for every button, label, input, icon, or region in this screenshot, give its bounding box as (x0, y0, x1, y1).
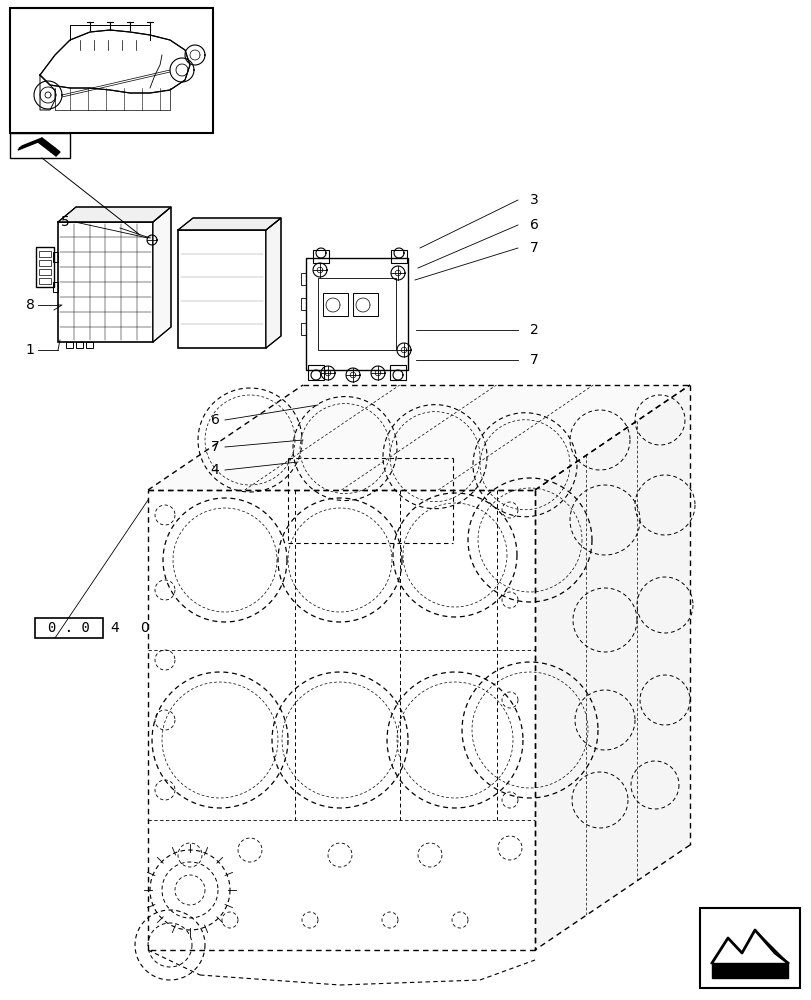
Text: 7: 7 (530, 241, 538, 255)
Text: 5: 5 (61, 215, 69, 229)
Bar (39, 251, 51, 257)
Bar (66, 342, 73, 348)
Bar (323, 293, 348, 316)
Text: 3: 3 (530, 193, 538, 207)
Text: 4: 4 (110, 621, 119, 635)
Bar (76, 342, 83, 348)
Bar (53, 252, 58, 262)
Bar (53, 282, 58, 292)
Bar (353, 293, 378, 316)
Polygon shape (148, 385, 689, 490)
Bar (39, 278, 51, 284)
Bar (301, 323, 306, 335)
Bar (39, 269, 51, 275)
Bar (312, 250, 328, 263)
Bar (86, 342, 93, 348)
Text: 0 . 0: 0 . 0 (48, 621, 90, 635)
Text: 0: 0 (140, 621, 149, 635)
Polygon shape (711, 963, 787, 978)
Bar (10, 8, 212, 133)
Bar (318, 278, 396, 350)
Bar (301, 298, 306, 310)
Bar (10, 133, 70, 158)
Polygon shape (58, 207, 171, 222)
Bar (391, 250, 406, 263)
Text: 6: 6 (530, 218, 539, 232)
Polygon shape (51, 148, 60, 156)
Bar (58, 222, 152, 342)
Text: 2: 2 (530, 323, 538, 337)
Text: 8: 8 (25, 298, 34, 312)
Polygon shape (148, 490, 534, 950)
Polygon shape (178, 218, 281, 230)
Bar (389, 365, 406, 380)
Bar (699, 908, 799, 988)
Bar (178, 230, 266, 348)
Polygon shape (266, 218, 281, 348)
Text: 7: 7 (210, 440, 219, 454)
Text: 1: 1 (25, 343, 34, 357)
Polygon shape (18, 138, 42, 150)
Polygon shape (152, 207, 171, 342)
Polygon shape (38, 138, 55, 152)
Text: 6: 6 (210, 413, 219, 427)
Bar (35, 618, 103, 638)
Bar (36, 247, 54, 287)
Text: 7: 7 (530, 353, 538, 367)
Bar (301, 273, 306, 285)
Polygon shape (534, 385, 689, 950)
Bar (39, 260, 51, 266)
Bar (306, 258, 407, 370)
Bar (307, 365, 324, 380)
Text: 4: 4 (210, 463, 219, 477)
Polygon shape (754, 930, 787, 963)
